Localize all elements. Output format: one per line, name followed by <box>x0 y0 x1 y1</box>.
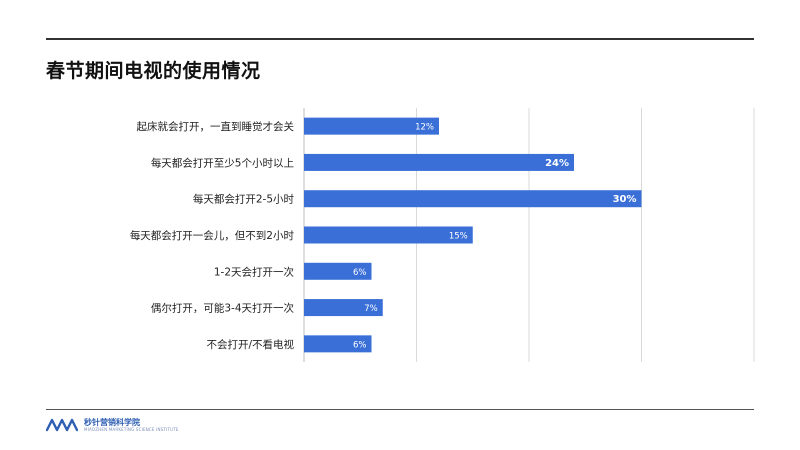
bar <box>304 335 372 353</box>
bar-value-label: 15% <box>449 232 468 242</box>
category-label: 起床就会打开，一直到睡觉才会关 <box>137 120 295 133</box>
bar-value-label: 6% <box>353 340 367 350</box>
bar-value-label: 7% <box>364 304 378 314</box>
footer-logo: 秒针营销科学院 MIAOZHEN MARKETING SCIENCE INSTI… <box>46 418 179 432</box>
category-label: 不会打开/不看电视 <box>206 338 294 351</box>
bar-value-label: 12% <box>415 123 434 133</box>
brand-logo-icon <box>46 418 78 432</box>
category-label: 每天都会打开2-5小时 <box>193 193 295 206</box>
bar <box>304 299 383 317</box>
page-title: 春节期间电视的使用情况 <box>46 60 261 82</box>
bar-value-label: 24% <box>545 158 569 169</box>
bar <box>304 117 439 135</box>
bottom-divider <box>46 409 754 410</box>
footer-brand-subtitle: MIAOZHEN MARKETING SCIENCE INSTITUTE <box>84 426 179 432</box>
category-label: 1-2天会打开一次 <box>214 265 295 278</box>
bar-value-label: 30% <box>613 194 637 205</box>
bar-value-label: 6% <box>353 268 367 278</box>
footer-brand-name: 秒针营销科学院 <box>84 417 140 427</box>
bar <box>304 153 574 171</box>
category-label: 每天都会打开一会儿，但不到2小时 <box>130 229 295 242</box>
bar <box>304 262 372 280</box>
top-divider <box>46 38 754 40</box>
category-label: 每天都会打开至少5个小时以上 <box>151 156 294 169</box>
bar <box>304 190 642 208</box>
category-label: 偶尔打开，可能3-4天打开一次 <box>151 302 295 315</box>
bar <box>304 226 473 244</box>
